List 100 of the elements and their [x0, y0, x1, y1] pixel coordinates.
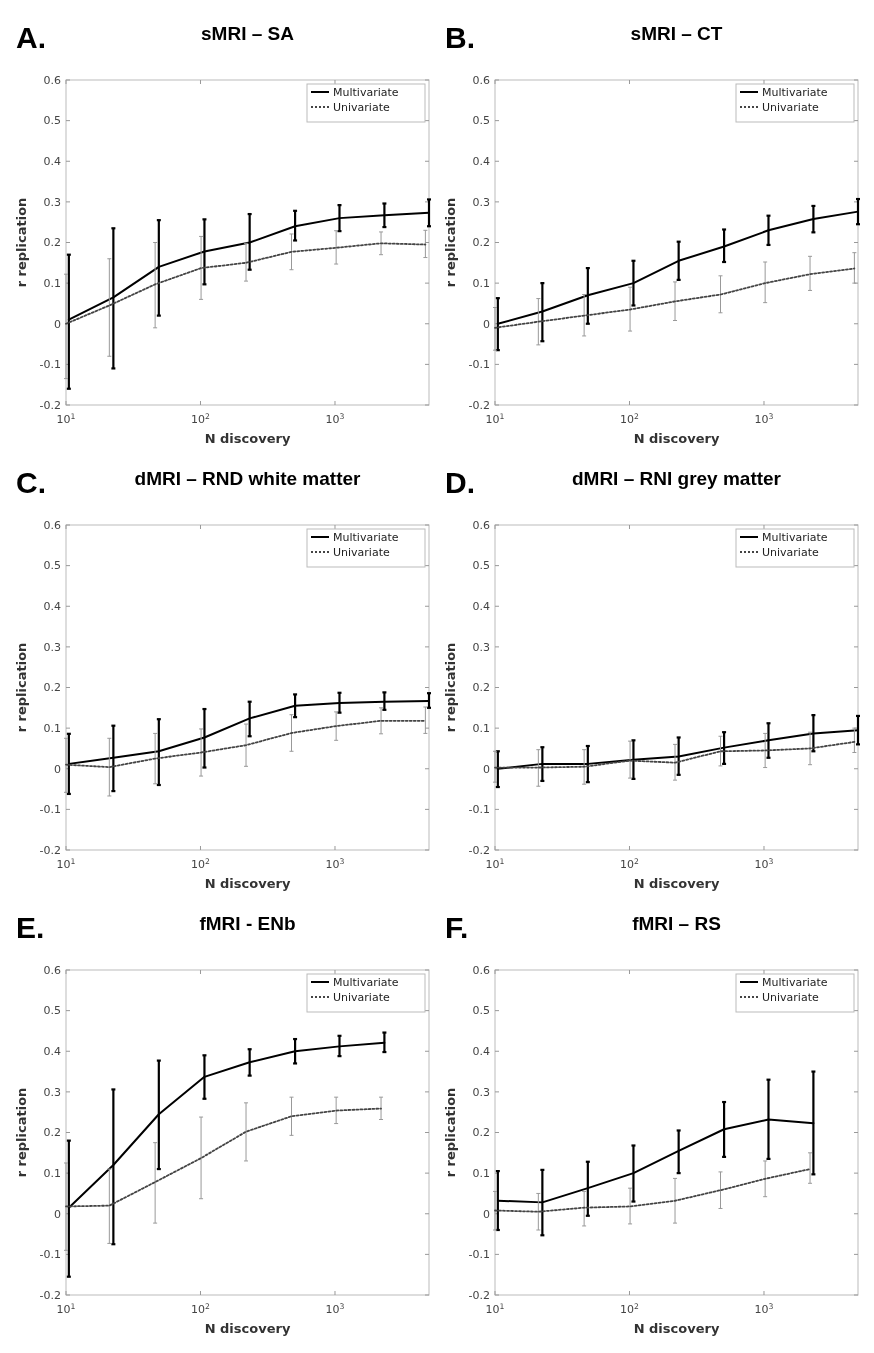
x-tick-label: 10$^{1}$ — [485, 411, 505, 426]
y-tick-label: 0.4 — [43, 600, 61, 614]
x-tick-label: 10$^{3}$ — [325, 1301, 345, 1316]
x-tick-label: 10$^{3}$ — [754, 856, 774, 871]
y-tick-label: 0 — [483, 1207, 490, 1221]
text: D. — [445, 466, 475, 499]
x-axis-title: N discovery — [204, 876, 291, 891]
x-tick-label: 10$^{2}$ — [191, 856, 211, 871]
legend-label: Univariate — [333, 991, 390, 1004]
y-tick-label: -0.2 — [39, 843, 61, 857]
y-tick-label: -0.1 — [39, 803, 61, 817]
y-tick-label: 0.4 — [43, 1045, 61, 1059]
y-tick-label: 0.6 — [43, 518, 61, 532]
line-series — [494, 741, 856, 769]
y-tick-label: 0.6 — [43, 963, 61, 977]
x-tick-label: 10$^{1}$ — [56, 856, 76, 871]
y-axis-title: r replication — [443, 197, 458, 288]
x-tick-label: 10$^{1}$ — [56, 411, 76, 426]
x-tick-label: 10$^{1}$ — [485, 856, 505, 871]
y-tick-label: 0 — [54, 762, 61, 776]
x-axis-title: N discovery — [633, 876, 720, 891]
y-tick-label: -0.1 — [468, 803, 490, 817]
y-tick-label: -0.1 — [39, 1248, 61, 1262]
y-tick-label: 0.2 — [43, 236, 61, 250]
y-tick-label: 0.4 — [472, 155, 490, 169]
legend-label: Multivariate — [333, 86, 399, 99]
y-tick-label: -0.2 — [468, 1288, 490, 1302]
y-tick-label: -0.1 — [468, 358, 490, 372]
y-axis-title: r replication — [14, 642, 29, 733]
legend-label: Multivariate — [762, 976, 828, 989]
x-axis-title: N discovery — [204, 431, 291, 446]
y-tick-label: 0.6 — [43, 73, 61, 87]
text: E. — [16, 911, 45, 944]
legend-label: Multivariate — [333, 976, 399, 989]
legend-label: Multivariate — [762, 531, 828, 544]
x-tick-label: 10$^{2}$ — [191, 1301, 211, 1316]
y-tick-label: 0.3 — [43, 195, 61, 209]
y-axis-title: r replication — [14, 1087, 29, 1178]
x-tick-label: 10$^{3}$ — [325, 856, 345, 871]
y-tick-label: 0.1 — [43, 1166, 61, 1180]
x-tick-label: 10$^{2}$ — [191, 411, 211, 426]
y-tick-label: 0.1 — [472, 1166, 490, 1180]
y-tick-label: 0.5 — [472, 1004, 490, 1018]
x-tick-label: 10$^{3}$ — [754, 411, 774, 426]
y-tick-label: 0.1 — [43, 276, 61, 290]
line-series — [496, 729, 859, 770]
x-tick-label: 10$^{3}$ — [754, 1301, 774, 1316]
y-tick-label: 0.2 — [472, 681, 490, 695]
y-tick-label: -0.1 — [468, 1248, 490, 1262]
chart-title: fMRI – RS — [632, 913, 721, 934]
y-tick-label: 0 — [54, 1207, 61, 1221]
y-tick-label: 0.5 — [43, 559, 61, 573]
y-tick-label: 0.1 — [472, 721, 490, 735]
chart-title: dMRI – RNI grey matter — [571, 468, 782, 489]
y-tick-label: 0.3 — [43, 640, 61, 654]
y-tick-label: 0.2 — [472, 1126, 490, 1140]
y-tick-label: 0.5 — [43, 114, 61, 128]
x-tick-label: 10$^{2}$ — [620, 411, 640, 426]
y-tick-label: 0.6 — [472, 73, 490, 87]
legend-label: Univariate — [333, 546, 390, 559]
y-axis-title: r replication — [443, 642, 458, 733]
y-tick-label: 0.1 — [43, 721, 61, 735]
y-tick-label: -0.2 — [468, 843, 490, 857]
y-tick-label: 0 — [483, 317, 490, 331]
chart-title: sMRI – CT — [630, 23, 723, 44]
text: B. — [445, 21, 475, 54]
legend-label: Multivariate — [333, 531, 399, 544]
y-tick-label: 0.3 — [472, 1085, 490, 1099]
x-tick-label: 10$^{2}$ — [620, 856, 640, 871]
line-series — [67, 699, 430, 765]
y-tick-label: 0.5 — [472, 559, 490, 573]
y-tick-label: -0.1 — [39, 358, 61, 372]
y-tick-label: 0.4 — [43, 155, 61, 169]
y-tick-label: -0.2 — [39, 1288, 61, 1302]
y-tick-label: 0.5 — [43, 1004, 61, 1018]
chart-title: fMRI - ENb — [199, 913, 296, 934]
y-tick-label: 0.1 — [472, 276, 490, 290]
line-series — [494, 1168, 811, 1213]
x-axis-title: N discovery — [204, 1321, 291, 1336]
y-tick-label: 0 — [483, 762, 490, 776]
y-tick-label: 0.3 — [472, 640, 490, 654]
y-axis-title: r replication — [443, 1087, 458, 1178]
legend-label: Univariate — [762, 546, 819, 559]
line-series — [67, 1041, 386, 1209]
x-axis-title: N discovery — [633, 1321, 720, 1336]
y-tick-label: 0.6 — [472, 963, 490, 977]
x-tick-label: 10$^{3}$ — [325, 411, 345, 426]
x-axis-title: N discovery — [633, 431, 720, 446]
y-tick-label: 0.3 — [43, 1085, 61, 1099]
y-tick-label: 0.2 — [43, 681, 61, 695]
line-series — [496, 1118, 815, 1204]
legend-label: Univariate — [762, 101, 819, 114]
legend-label: Multivariate — [762, 86, 828, 99]
line-series — [67, 211, 430, 321]
y-tick-label: 0.2 — [43, 1126, 61, 1140]
line-series — [494, 267, 856, 329]
legend-label: Univariate — [333, 101, 390, 114]
y-tick-label: 0.6 — [472, 518, 490, 532]
line-series — [65, 719, 427, 769]
x-tick-label: 10$^{1}$ — [56, 1301, 76, 1316]
